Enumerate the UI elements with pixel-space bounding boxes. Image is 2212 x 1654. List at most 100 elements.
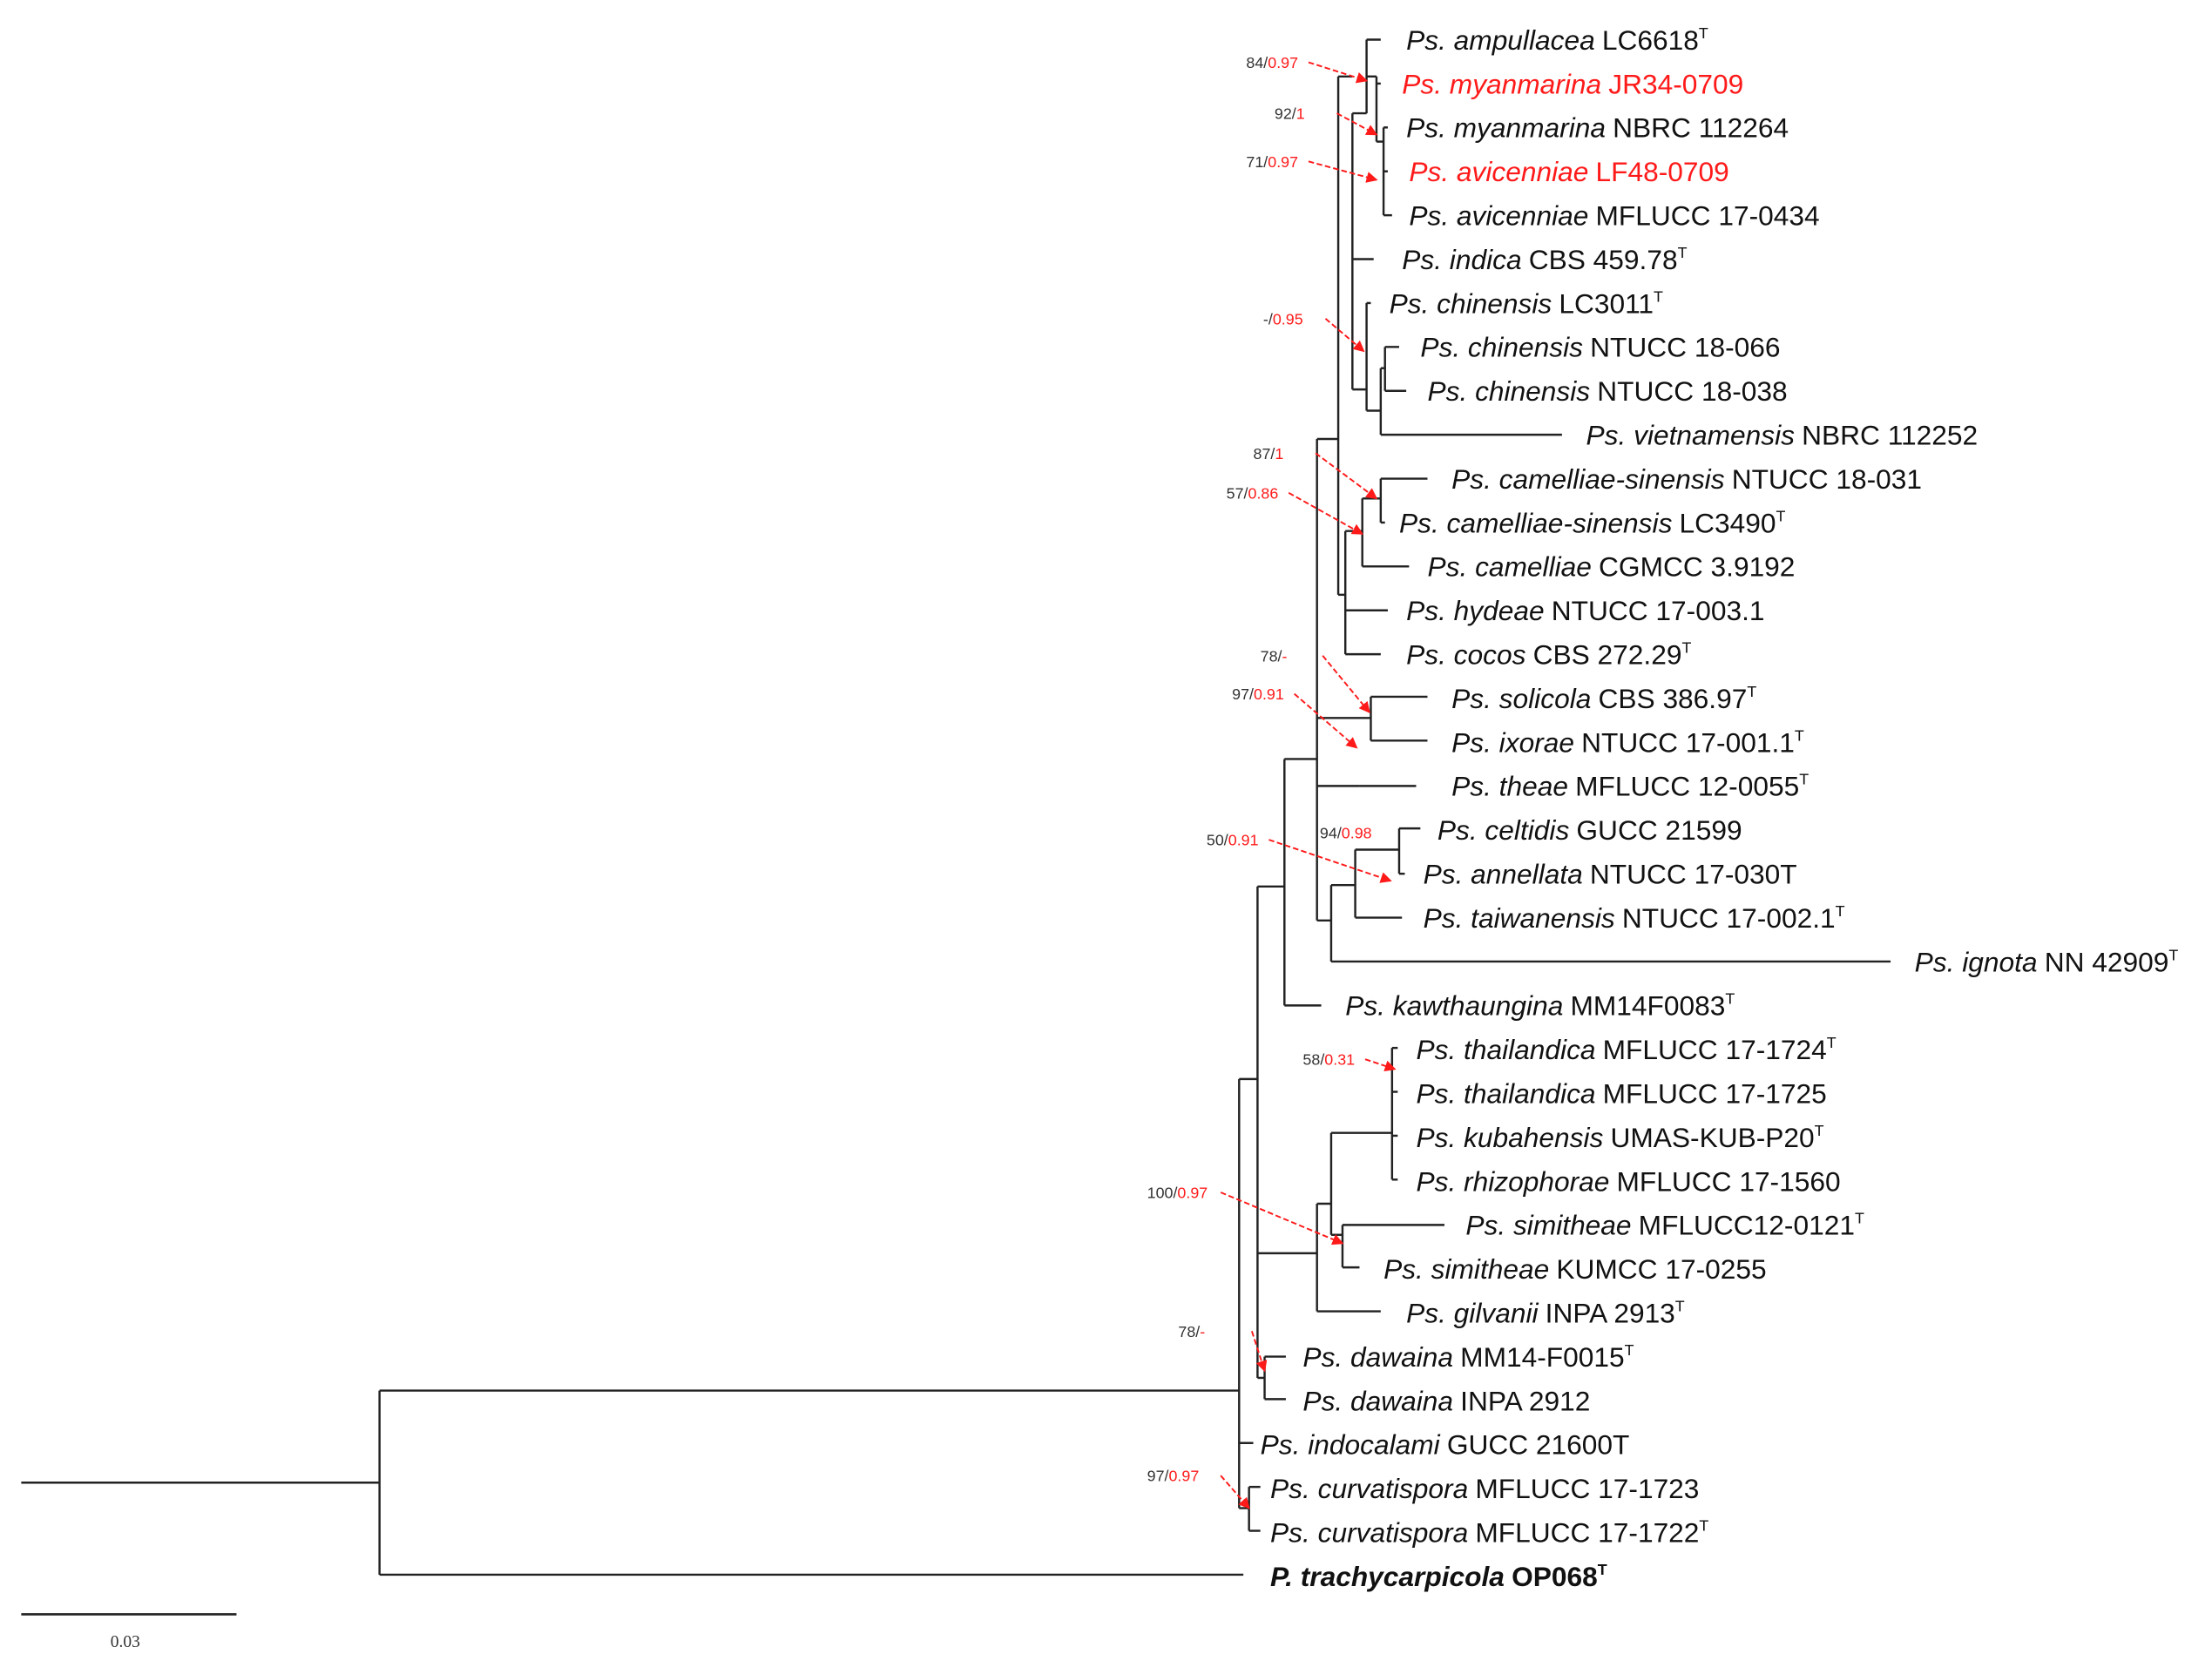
posterior-probability: 0.91 (1228, 832, 1259, 849)
bootstrap-value: 50/ (1207, 832, 1228, 849)
posterior-probability: 0.98 (1342, 825, 1372, 842)
species-name: Ps. celtidis (1437, 814, 1570, 846)
species-name: Ps. chinensis (1390, 287, 1552, 319)
species-name: Ps. ampullacea (1406, 24, 1595, 56)
strain-id: MFLUCC 17-1725 (1603, 1078, 1827, 1110)
posterior-probability: 1 (1296, 105, 1305, 123)
bootstrap-value: 97/ (1232, 685, 1254, 703)
taxon-label: P. trachycarpicola OP068T (1270, 1561, 1607, 1592)
taxon-label: Ps. camelliae-sinensis NTUCC 18-031 (1451, 463, 1922, 495)
taxon-label: Ps. dawaina INPA 2912 (1302, 1385, 1590, 1416)
type-strain-mark: T (1654, 287, 1663, 305)
support-arrow (1220, 1475, 1250, 1509)
bootstrap-value: 57/ (1227, 484, 1248, 502)
taxon-label: Ps. taiwanensis NTUCC 17-002.1T (1424, 902, 1845, 934)
type-strain-mark: T (1747, 683, 1756, 700)
support-arrow (1324, 318, 1365, 353)
type-strain-mark: T (1678, 244, 1688, 261)
bootstrap-value: 100/ (1147, 1184, 1178, 1201)
taxon-label: Ps. cocos CBS 272.29T (1406, 639, 1691, 671)
strain-id: LC3490 (1680, 507, 1776, 538)
species-name: Ps. cocos (1406, 639, 1526, 671)
strain-id: NTUCC 17-030T (1590, 859, 1797, 890)
posterior-probability: - (1282, 647, 1288, 665)
bootstrap-value: 94/ (1320, 825, 1342, 842)
support-arrow (1315, 452, 1378, 500)
taxon-label: Ps. chinensis NTUCC 18-066 (1420, 332, 1780, 363)
strain-id: KUMCC 17-0255 (1556, 1253, 1766, 1285)
type-strain-mark: T (1725, 990, 1735, 1008)
taxon-label: Ps. kubahensis UMAS-KUB-P20T (1416, 1122, 1823, 1153)
taxon-label: Ps. ixorae NTUCC 17-001.1T (1451, 726, 1804, 758)
strain-id: MM14-F0015 (1460, 1341, 1624, 1373)
taxon-label: Ps. vietnamensis NBRC 112252 (1586, 420, 1979, 451)
bootstrap-value: 58/ (1302, 1051, 1324, 1069)
strain-id: GUCC 21599 (1576, 814, 1742, 846)
strain-id: CBS 386.97 (1598, 683, 1747, 714)
support-arrow (1288, 491, 1364, 535)
taxon-label: Ps. simitheae KUMCC 17-0255 (1383, 1253, 1767, 1285)
species-name: Ps. rhizophorae (1416, 1165, 1609, 1197)
strain-id: MFLUCC12-0121 (1639, 1210, 1855, 1241)
bootstrap-value: 71/ (1246, 153, 1268, 171)
taxon-label: Ps. ampullacea LC6618T (1406, 24, 1708, 56)
species-name: Ps. dawaina (1302, 1341, 1453, 1373)
taxon-label: Ps. avicenniae MFLUCC 17-0434 (1409, 200, 1819, 232)
support-arrow (1294, 692, 1358, 749)
species-name: Ps. myanmarina (1402, 68, 1601, 99)
species-name: Ps. gilvanii (1406, 1298, 1539, 1329)
type-strain-mark: T (1836, 902, 1845, 920)
taxon-label: Ps. myanmarina NBRC 112264 (1406, 112, 1789, 144)
taxon-label: Ps. indocalami GUCC 21600T (1261, 1429, 1630, 1461)
posterior-probability: 0.97 (1268, 54, 1298, 71)
taxon-label: Ps. thailandica MFLUCC 17-1725 (1416, 1078, 1826, 1110)
type-strain-mark: T (1795, 726, 1804, 744)
node-support: 50/0.91 (1207, 832, 1259, 849)
strain-id: MM14F0083 (1570, 990, 1725, 1022)
strain-id: MFLUCC 17-0434 (1596, 200, 1820, 232)
species-name: Ps. indocalami (1261, 1429, 1441, 1461)
taxon-label: Ps. chinensis LC3011T (1390, 287, 1663, 319)
strain-id: INPA 2913 (1546, 1298, 1675, 1329)
node-support: 100/0.97 (1147, 1184, 1208, 1201)
taxon-label: Ps. theae MFLUCC 12-0055T (1451, 771, 1809, 802)
species-name: Ps. thailandica (1416, 1034, 1595, 1065)
support-values: 84/0.9792/171/0.97-/0.9587/157/0.8678/-9… (1147, 54, 1372, 1485)
species-name: Ps. avicenniae (1409, 156, 1588, 187)
taxon-label: Ps. ignota NN 42909T (1915, 946, 2179, 977)
taxon-label: Ps. chinensis NTUCC 18-038 (1427, 375, 1787, 407)
taxon-label: Ps. curvatispora MFLUCC 17-1723 (1270, 1473, 1699, 1504)
species-name: Ps. myanmarina (1406, 112, 1606, 144)
posterior-probability: 0.91 (1254, 685, 1284, 703)
strain-id: MFLUCC 17-1723 (1475, 1473, 1699, 1504)
strain-id: OP068 (1512, 1561, 1598, 1592)
bootstrap-value: 84/ (1246, 54, 1268, 71)
taxon-label: Ps. camelliae CGMCC 3.9192 (1427, 551, 1795, 583)
species-name: Ps. curvatispora (1270, 1517, 1468, 1549)
taxon-label: Ps. thailandica MFLUCC 17-1724T (1416, 1034, 1836, 1065)
strain-id: NBRC 112264 (1613, 112, 1789, 144)
strain-id: LF48-0709 (1596, 156, 1729, 187)
bootstrap-value: 78/ (1178, 1323, 1200, 1340)
species-name: Ps. thailandica (1416, 1078, 1595, 1110)
support-arrow (1364, 1058, 1397, 1072)
posterior-probability: - (1200, 1323, 1205, 1340)
posterior-probability: 0.97 (1168, 1468, 1199, 1485)
bootstrap-value: 87/ (1254, 445, 1275, 462)
taxon-label: Ps. kawthaungina MM14F0083T (1345, 990, 1735, 1022)
taxon-label: Ps. curvatispora MFLUCC 17-1722T (1270, 1517, 1708, 1549)
taxon-label: Ps. solicola CBS 386.97T (1451, 683, 1756, 714)
species-name: Ps. dawaina (1302, 1385, 1453, 1416)
scale-bar: 0.03 (21, 1613, 237, 1651)
species-name: Ps. taiwanensis (1424, 902, 1615, 934)
strain-id: CGMCC 3.9192 (1599, 551, 1795, 583)
support-arrow (1250, 1331, 1268, 1373)
node-support: -/0.95 (1263, 310, 1303, 327)
strain-id: MFLUCC 12-0055 (1575, 771, 1799, 802)
type-strain-mark: T (1815, 1122, 1824, 1139)
species-name: P. trachycarpicola (1270, 1561, 1505, 1592)
posterior-probability: 0.97 (1268, 153, 1298, 171)
taxon-label: Ps. dawaina MM14-F0015T (1302, 1341, 1634, 1373)
strain-id: NTUCC 18-066 (1590, 332, 1780, 363)
